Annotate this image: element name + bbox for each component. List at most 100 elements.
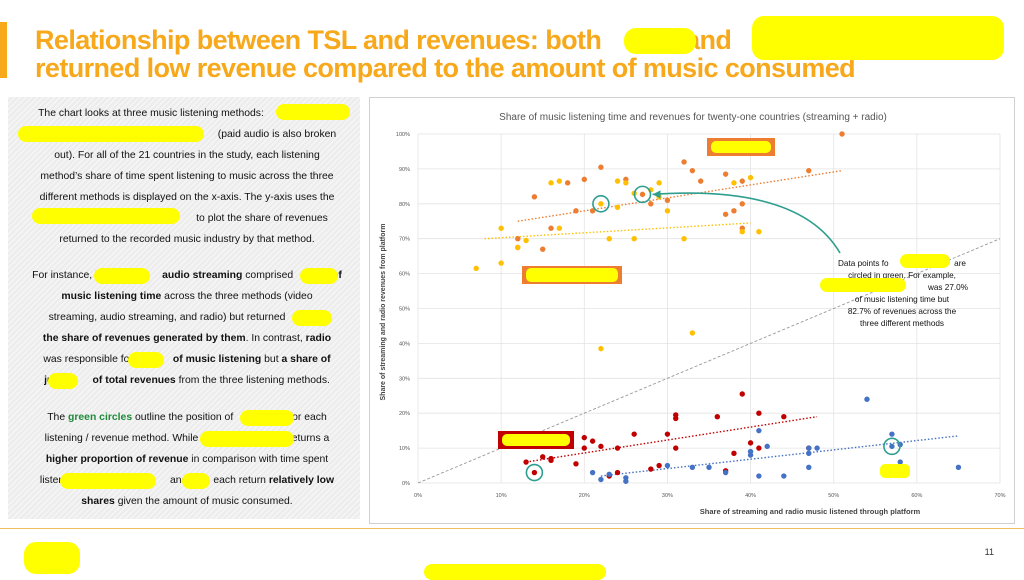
redaction-highlight <box>424 564 606 580</box>
red-data-point <box>631 431 637 437</box>
blue-data-point <box>806 464 812 470</box>
annotation-text-line: three different methods <box>860 319 944 328</box>
annotation-arrow <box>652 192 841 254</box>
y-tick-label: 100% <box>396 132 410 138</box>
axis-ticks: 0% 10% 20% 30% 40% 50% 60% 70% 80% 90% 100% 0% 10% 20… <box>396 132 1006 499</box>
y-tick-label: 40% <box>399 341 410 347</box>
orange-data-point <box>689 167 696 174</box>
blue-data-point <box>955 464 962 470</box>
gold-trend-line <box>484 222 751 240</box>
red-data-point <box>656 462 662 469</box>
red-data-point <box>548 455 554 462</box>
gold-data-point <box>731 180 737 186</box>
blue-data-point <box>689 464 696 470</box>
orange-data-point <box>722 171 729 177</box>
orange-data-point <box>681 159 687 165</box>
blue-data-point <box>756 473 762 479</box>
red-data-point <box>756 410 762 416</box>
highlight-circles <box>525 185 901 482</box>
redaction-highlight <box>711 141 771 153</box>
red-data-point <box>581 434 587 441</box>
redaction-highlight <box>292 310 332 326</box>
blue-data-point <box>722 469 729 476</box>
y-tick-label: 0% <box>402 481 410 487</box>
redaction-highlight <box>48 373 78 389</box>
gold-data-point <box>515 244 521 251</box>
orange-data-point <box>515 236 521 242</box>
redaction-highlight <box>752 16 1004 60</box>
x-tick-label: 70% <box>994 493 1005 499</box>
blue-data-point <box>806 445 812 451</box>
title-line2: returned low revenue compared to the amo… <box>35 53 856 83</box>
redaction-highlight <box>820 278 906 292</box>
red-data-point <box>598 443 604 450</box>
red-data-point <box>614 469 621 476</box>
red-data-point <box>648 466 654 472</box>
blue-data-point <box>781 473 787 479</box>
annotation-text-line: was 27.0% <box>927 283 968 292</box>
orange-data-point <box>573 208 579 214</box>
annotation-callout: Data points fo are circled in green. For e… <box>652 190 968 328</box>
red-data-point <box>664 431 671 437</box>
orange-data-point <box>564 180 571 186</box>
gold-data-point <box>614 178 621 184</box>
red-data-point <box>756 445 762 451</box>
blue-data-point <box>764 443 770 450</box>
gold-data-point <box>606 236 612 242</box>
y-tick-label: 50% <box>399 307 410 313</box>
y-tick-label: 70% <box>399 237 410 243</box>
blue-data-point <box>606 471 612 477</box>
redaction-highlight <box>300 268 338 284</box>
x-tick-label: 30% <box>662 493 673 499</box>
paragraph-example: For instance, in audio streaming compris… <box>32 270 342 386</box>
redaction-highlight <box>182 473 210 489</box>
red-data-point <box>781 413 787 420</box>
redaction-highlight <box>94 268 150 284</box>
orange-data-point <box>722 211 729 217</box>
orange-data-point <box>806 167 812 174</box>
red-data-point <box>540 454 546 460</box>
redaction-highlight <box>24 542 80 574</box>
x-tick-label: 60% <box>911 493 922 499</box>
redaction-highlight <box>32 208 180 224</box>
y-tick-label: 30% <box>399 376 410 382</box>
x-tick-label: 20% <box>579 493 590 499</box>
red-data-point <box>731 450 737 457</box>
annotation-text-line: Data points fo <box>838 259 889 268</box>
gold-data-point <box>664 208 671 214</box>
gold-data-point <box>556 178 563 184</box>
orange-data-point <box>697 178 704 184</box>
redaction-highlight <box>60 473 156 489</box>
gold-data-point <box>598 345 604 352</box>
gold-data-point <box>656 180 662 186</box>
redaction-highlight <box>880 464 910 478</box>
x-tick-label: 10% <box>496 493 507 499</box>
y-tick-label: 80% <box>399 202 410 208</box>
blue-data-point <box>889 431 895 437</box>
blue-data-point <box>756 427 762 434</box>
gold-data-point <box>473 265 479 272</box>
y-tick-label: 10% <box>399 446 410 452</box>
redaction-highlight <box>240 410 294 426</box>
orange-data-point <box>648 201 654 207</box>
slide-title: Relationship between TSL and revenues: b… <box>35 26 995 82</box>
red-data-point <box>614 445 621 451</box>
orange-data-point <box>739 178 745 184</box>
redaction-highlight <box>502 434 570 446</box>
gold-data-point <box>614 204 621 210</box>
red-data-point <box>739 391 745 397</box>
gold-data-point <box>598 201 604 207</box>
data-points <box>473 131 962 484</box>
gold-data-point <box>631 236 637 242</box>
redaction-highlight <box>128 352 164 368</box>
green-highlight-circle <box>592 195 610 213</box>
red-trend-line <box>525 415 818 463</box>
gold-data-point <box>548 180 554 186</box>
red-data-point <box>531 469 538 476</box>
explanation-panel: The chart looks at three music listening… <box>8 97 360 519</box>
chart-canvas: Share of music listening time and revenu… <box>380 112 1006 516</box>
orange-data-point <box>531 194 538 200</box>
orange-data-point <box>739 201 745 207</box>
y-axis-label: Share of streaming and radio revenues fr… <box>380 224 387 401</box>
gold-data-point <box>747 174 754 181</box>
